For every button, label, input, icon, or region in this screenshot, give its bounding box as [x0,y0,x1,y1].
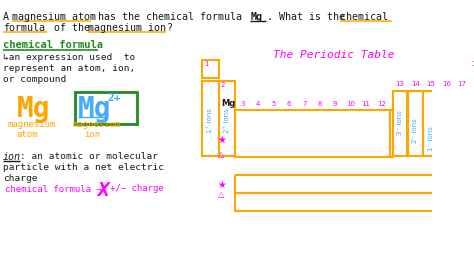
Bar [423,91,438,156]
Text: 7: 7 [302,101,306,107]
Text: 2: 2 [220,82,225,88]
Text: 1: 1 [204,61,209,67]
Text: 11: 11 [362,101,371,107]
Text: 18: 18 [471,61,474,67]
Text: 3⁻ ions: 3⁻ ions [397,111,403,135]
Text: 8: 8 [318,101,322,107]
Text: A: A [3,12,15,22]
Text: 3: 3 [240,101,245,107]
Text: 14: 14 [411,81,419,87]
Bar [202,60,219,78]
Text: The Periodic Table: The Periodic Table [273,50,395,60]
Text: or compound: or compound [3,75,66,84]
Text: 5: 5 [271,101,275,107]
Text: formula: formula [3,23,45,33]
Text: Mg: Mg [221,99,236,108]
Text: magnesium atom: magnesium atom [12,12,96,22]
Text: Mg: Mg [17,95,50,123]
Text: ★: ★ [217,180,226,190]
Text: particle with a net electric: particle with a net electric [3,163,164,172]
Text: atom: atom [17,130,38,139]
Bar [75,92,137,124]
Bar [470,60,474,156]
Text: 1⁻ ions: 1⁻ ions [428,127,434,151]
Text: represent an atom, ion,: represent an atom, ion, [3,64,135,73]
Text: △: △ [218,149,225,159]
Bar [235,110,390,157]
Bar [455,91,469,156]
Bar [235,193,474,211]
Text: 17: 17 [457,81,466,87]
Text: of the: of the [48,23,96,33]
Text: 1⁺ ions: 1⁺ ions [207,109,213,134]
Text: 2⁺ ions: 2⁺ ions [224,109,230,133]
Text: magnesium ion: magnesium ion [88,23,166,33]
Text: ↳an expression used  to: ↳an expression used to [3,53,135,62]
Text: 16: 16 [442,81,451,87]
Text: ion: ion [3,152,21,162]
Bar [390,110,392,157]
Text: chemical: chemical [340,12,388,22]
Text: . What is the: . What is the [267,12,351,22]
Text: 12: 12 [377,101,386,107]
Text: magnesium: magnesium [7,120,55,129]
Bar [219,81,235,156]
Text: △: △ [218,190,225,199]
Text: ion: ion [85,130,101,139]
Text: ★: ★ [217,135,226,145]
Text: chemical formula: chemical formula [3,40,103,50]
Bar [392,91,407,156]
Text: has the chemical formula: has the chemical formula [92,12,248,22]
Text: X: X [98,181,109,200]
Text: 13: 13 [395,81,404,87]
Text: 10: 10 [346,101,355,107]
Text: charge: charge [3,174,37,183]
Text: 2⁻ ions: 2⁻ ions [412,119,418,143]
Bar [408,91,422,156]
Text: : an atomic or molecular: : an atomic or molecular [20,152,158,161]
Bar [439,91,454,156]
Text: Mg: Mg [250,12,263,22]
Text: 6: 6 [286,101,291,107]
Text: 9: 9 [333,101,337,107]
Text: Mg: Mg [78,95,112,123]
Text: 15: 15 [426,81,435,87]
Bar [202,81,219,156]
Text: +/− charge: +/− charge [110,184,164,193]
Text: magnesium: magnesium [73,120,121,129]
Bar [235,175,474,193]
Text: ?: ? [167,23,173,33]
Text: 4: 4 [255,101,260,107]
Text: chemical formula →: chemical formula → [5,185,101,194]
Text: 2+: 2+ [108,93,121,103]
